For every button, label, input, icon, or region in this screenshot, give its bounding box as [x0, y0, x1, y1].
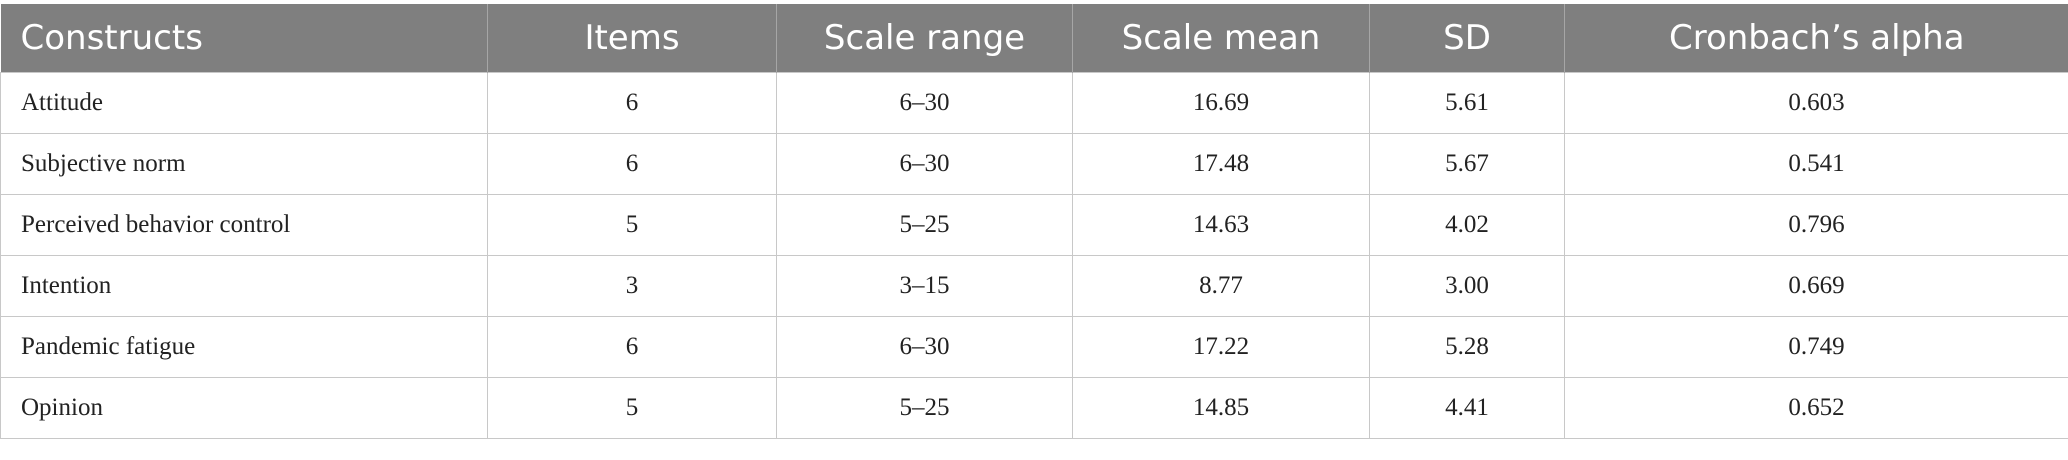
- value-cell: 5: [487, 377, 777, 439]
- value-cell: 6: [487, 72, 777, 134]
- construct-cell: Subjective norm: [0, 133, 488, 195]
- value-cell: 6: [487, 316, 777, 378]
- value-cell: 6: [487, 133, 777, 195]
- value-cell: 5.28: [1369, 316, 1565, 378]
- value-cell: 5–25: [776, 194, 1073, 256]
- table-row: Intention 3 3–15 8.77 3.00 0.669: [0, 255, 2068, 317]
- value-cell: 14.63: [1072, 194, 1370, 256]
- value-cell: 4.41: [1369, 377, 1565, 439]
- construct-cell: Pandemic fatigue: [0, 316, 488, 378]
- header-cell: Cronbach’s alpha: [1564, 4, 2068, 73]
- value-cell: 14.85: [1072, 377, 1370, 439]
- value-cell: 5–25: [776, 377, 1073, 439]
- header-cell: Scale range: [776, 4, 1073, 73]
- value-cell: 0.749: [1564, 316, 2068, 378]
- value-cell: 0.669: [1564, 255, 2068, 317]
- table-row: Perceived behavior control 5 5–25 14.63 4.02…: [0, 194, 2068, 256]
- value-cell: 3.00: [1369, 255, 1565, 317]
- value-cell: 17.22: [1072, 316, 1370, 378]
- value-cell: 16.69: [1072, 72, 1370, 134]
- header-cell: Scale mean: [1072, 4, 1370, 73]
- header-row: Constructs Items Scale range Scale mean SD Cr…: [0, 4, 2068, 73]
- header-cell: Items: [487, 4, 777, 73]
- value-cell: 3: [487, 255, 777, 317]
- header-cell: Constructs: [0, 4, 488, 73]
- value-cell: 6–30: [776, 133, 1073, 195]
- value-cell: 3–15: [776, 255, 1073, 317]
- table-row: Attitude 6 6–30 16.69 5.61 0.603: [0, 72, 2068, 134]
- value-cell: 5.61: [1369, 72, 1565, 134]
- value-cell: 0.541: [1564, 133, 2068, 195]
- table-row: Opinion 5 5–25 14.85 4.41 0.652: [0, 377, 2068, 439]
- table: Constructs Items Scale range Scale mean SD Cr…: [0, 4, 2068, 439]
- construct-cell: Intention: [0, 255, 488, 317]
- value-cell: 17.48: [1072, 133, 1370, 195]
- value-cell: 0.603: [1564, 72, 2068, 134]
- table-container: Constructs Items Scale range Scale mean SD Cr…: [0, 4, 2068, 439]
- value-cell: 8.77: [1072, 255, 1370, 317]
- value-cell: 0.796: [1564, 194, 2068, 256]
- header-cell: SD: [1369, 4, 1565, 73]
- construct-cell: Attitude: [0, 72, 488, 134]
- construct-cell: Perceived behavior control: [0, 194, 488, 256]
- value-cell: 0.652: [1564, 377, 2068, 439]
- value-cell: 5: [487, 194, 777, 256]
- table-row: Pandemic fatigue 6 6–30 17.22 5.28 0.749: [0, 316, 2068, 378]
- value-cell: 6–30: [776, 72, 1073, 134]
- value-cell: 6–30: [776, 316, 1073, 378]
- table-row: Subjective norm 6 6–30 17.48 5.67 0.541: [0, 133, 2068, 195]
- value-cell: 5.67: [1369, 133, 1565, 195]
- table-body: Attitude 6 6–30 16.69 5.61 0.603 Subjective no…: [0, 72, 2068, 439]
- value-cell: 4.02: [1369, 194, 1565, 256]
- construct-cell: Opinion: [0, 377, 488, 439]
